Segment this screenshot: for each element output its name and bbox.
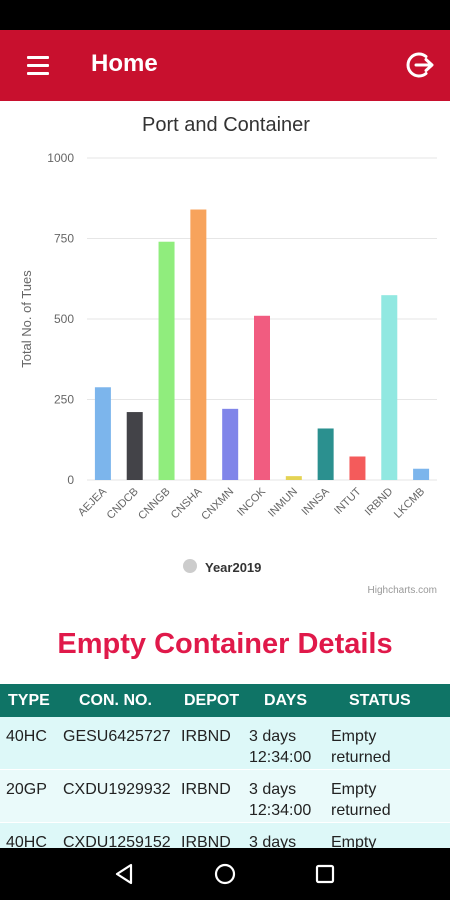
header-depot: DEPOT (184, 691, 240, 709)
cell-con-no: GESU6425727 (63, 728, 171, 745)
menu-button[interactable] (22, 52, 58, 80)
legend-marker (183, 559, 197, 573)
menu-icon-line (27, 64, 49, 67)
status-line: returned (331, 802, 391, 819)
status-line: returned (331, 749, 391, 766)
x-tick-label: INTUT (332, 485, 364, 517)
x-tick-label: INMUN (266, 486, 300, 520)
cell-days: 3 days 12:34:00 (249, 770, 331, 822)
cell-type: 20GP (6, 781, 47, 798)
table-header: TYPE CON. NO. DEPOT DAYS STATUS (0, 684, 450, 717)
x-tick-label: CNNGB (136, 486, 173, 523)
recents-icon (315, 864, 335, 884)
chart-legend[interactable]: Year2019 (183, 559, 261, 575)
status-line: Empty (331, 728, 377, 745)
x-tick-label: INNSA (299, 485, 332, 518)
header-type: TYPE (8, 691, 50, 709)
status-line: Empty (331, 781, 377, 798)
cell-status: Empty (331, 823, 450, 875)
table-row[interactable]: 20GP CXDU1929932 IRBND 3 days 12:34:00 Em… (0, 770, 450, 823)
bar-cndcb[interactable] (126, 412, 143, 480)
bar-cnsha[interactable] (190, 209, 207, 480)
header-status: STATUS (349, 691, 411, 709)
bar-cnngb[interactable] (158, 241, 175, 480)
bar-intut[interactable] (349, 456, 366, 480)
x-tick-label: IRBND (363, 486, 396, 519)
logout-button[interactable] (404, 48, 438, 82)
status-bar (0, 0, 450, 30)
header-days: DAYS (264, 691, 307, 709)
x-tick-label: INCOK (235, 485, 269, 519)
cell-status: Empty returned (331, 717, 450, 769)
bar-incok[interactable] (254, 315, 270, 480)
home-button[interactable] (211, 860, 239, 888)
section-title: Empty Container Details (57, 628, 393, 660)
time-line: 12:34:00 (249, 802, 312, 819)
y-tick-label: 500 (54, 312, 74, 326)
menu-icon-line (27, 56, 49, 59)
cell-depot: IRBND (181, 781, 231, 798)
system-nav-bar (0, 848, 450, 900)
menu-icon-line (27, 72, 49, 75)
cell-type: 40HC (6, 728, 47, 745)
status-line: Empty (331, 834, 377, 851)
header-con-no: CON. NO. (79, 691, 152, 709)
x-tick-label: CNXMN (199, 486, 236, 523)
time-line: 12:34:00 (249, 749, 312, 766)
container-table: TYPE CON. NO. DEPOT DAYS STATUS 40HC GES… (0, 684, 450, 876)
cell-con-no: CXDU1259152 (63, 834, 171, 851)
legend-label: Year2019 (205, 560, 261, 575)
bar-irbnd[interactable] (381, 295, 398, 480)
x-tick-label: CNDCB (105, 486, 141, 522)
cell-depot: IRBND (181, 728, 231, 745)
days-line: 3 days (249, 728, 297, 745)
bar-lkcmb[interactable] (413, 468, 430, 480)
app-bar: Home (0, 30, 450, 101)
home-icon (214, 863, 236, 885)
y-tick-label: 0 (67, 473, 74, 487)
bar-cnxmn[interactable] (222, 408, 239, 480)
cell-days: 3 days 12:34:00 (249, 717, 331, 769)
x-tick-label: CNSHA (169, 485, 205, 521)
cell-depot: IRBND (181, 834, 231, 851)
bar-innsa[interactable] (317, 428, 334, 480)
logout-icon (406, 52, 434, 78)
recents-button[interactable] (311, 860, 339, 888)
chart-credits[interactable]: Highcharts.com (368, 585, 437, 596)
cell-status: Empty returned (331, 770, 450, 822)
days-line: 3 days (249, 781, 297, 798)
back-button[interactable] (111, 860, 139, 888)
back-icon (115, 863, 133, 885)
page-title: Home (91, 50, 158, 77)
port-container-chart: Port and Container Total No. of Tues 0 25… (0, 101, 450, 611)
table-row[interactable]: 40HC GESU6425727 IRBND 3 days 12:34:00 Em… (0, 717, 450, 770)
bar-aejea[interactable] (94, 387, 111, 480)
days-line: 3 days (249, 834, 297, 851)
cell-type: 40HC (6, 834, 47, 851)
y-tick-label: 1000 (47, 151, 74, 165)
chart-y-axis-label: Total No. of Tues (19, 270, 34, 368)
x-tick-label: LKCMB (392, 486, 427, 521)
cell-days: 3 days (249, 823, 331, 875)
cell-con-no: CXDU1929932 (63, 781, 171, 798)
bar-inmun[interactable] (285, 476, 302, 480)
chart-svg: Port and Container Total No. of Tues 0 25… (19, 114, 437, 596)
chart-title: Port and Container (142, 114, 310, 136)
y-tick-label: 250 (54, 393, 74, 407)
y-tick-label: 750 (54, 232, 74, 246)
